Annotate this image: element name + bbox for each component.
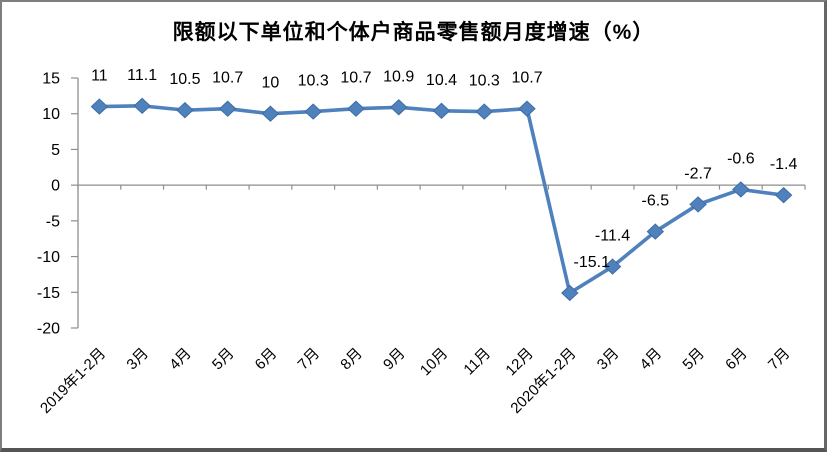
data-point-marker xyxy=(774,186,793,204)
data-point-marker xyxy=(90,98,109,115)
data-point-marker xyxy=(732,181,750,198)
data-point-marker xyxy=(561,284,579,302)
data-point-marker xyxy=(518,100,536,117)
data-label: -0.6 xyxy=(727,150,755,167)
x-axis-label: 12月 xyxy=(502,345,536,379)
data-label: 10.7 xyxy=(212,70,243,87)
data-point-marker xyxy=(133,97,151,115)
data-label: -1.4 xyxy=(770,156,798,173)
data-label: 10.3 xyxy=(298,73,329,90)
y-axis-label: 15 xyxy=(42,71,60,88)
y-axis-label: -5 xyxy=(46,213,60,230)
data-label: 10.4 xyxy=(426,72,457,89)
x-axis-label: 11月 xyxy=(460,345,494,379)
data-point-marker xyxy=(304,103,322,120)
data-point-marker xyxy=(475,103,493,120)
x-axis-label: 5月 xyxy=(679,345,708,374)
data-point-marker xyxy=(432,102,451,120)
data-label: -11.4 xyxy=(595,228,630,245)
x-axis-label: 2019年1-2月 xyxy=(37,345,109,417)
x-axis-label: 4月 xyxy=(637,345,666,374)
data-label: 10.9 xyxy=(383,68,414,85)
data-point-marker xyxy=(261,105,280,122)
x-axis-label: 5月 xyxy=(209,345,238,374)
x-axis-label: 10月 xyxy=(417,345,451,379)
series-line xyxy=(97,104,786,295)
data-point-marker xyxy=(218,100,237,117)
y-axis-label: 0 xyxy=(51,178,60,195)
data-label: 11 xyxy=(91,68,108,85)
data-point-marker xyxy=(689,196,707,213)
data-point-marker xyxy=(176,101,194,119)
data-point-marker xyxy=(646,223,665,240)
data-point-marker xyxy=(390,99,408,116)
y-axis-label: -15 xyxy=(37,285,60,302)
data-label: 10.3 xyxy=(469,73,500,90)
y-axis-label: -10 xyxy=(37,249,60,266)
data-label: -2.7 xyxy=(684,165,712,182)
x-axis-label: 6月 xyxy=(252,345,281,374)
y-axis-label: 10 xyxy=(42,106,60,123)
x-axis-label: 3月 xyxy=(123,345,152,374)
y-axis-label: -20 xyxy=(37,321,60,338)
x-axis-label: 8月 xyxy=(337,345,366,374)
data-label: -6.5 xyxy=(642,193,670,210)
data-point-marker xyxy=(603,258,622,275)
data-label: 10.5 xyxy=(169,71,200,88)
x-axis-label: 3月 xyxy=(594,345,623,374)
data-label: 10.7 xyxy=(511,70,542,87)
x-axis-label: 6月 xyxy=(722,345,751,374)
data-label: 11.1 xyxy=(127,67,157,84)
data-label: 10 xyxy=(262,75,280,92)
chart-title: 限额以下单位和个体户商品零售额月度增速（%） xyxy=(172,21,655,44)
data-label: 10.7 xyxy=(340,70,371,87)
x-axis-label: 9月 xyxy=(380,345,409,374)
x-axis-label: 7月 xyxy=(765,345,794,374)
x-axis-label: 4月 xyxy=(166,345,195,374)
data-label: -15.1 xyxy=(574,254,611,271)
data-point-marker xyxy=(347,100,365,117)
x-axis-label: 7月 xyxy=(295,345,324,374)
y-axis-label: 5 xyxy=(51,142,60,159)
